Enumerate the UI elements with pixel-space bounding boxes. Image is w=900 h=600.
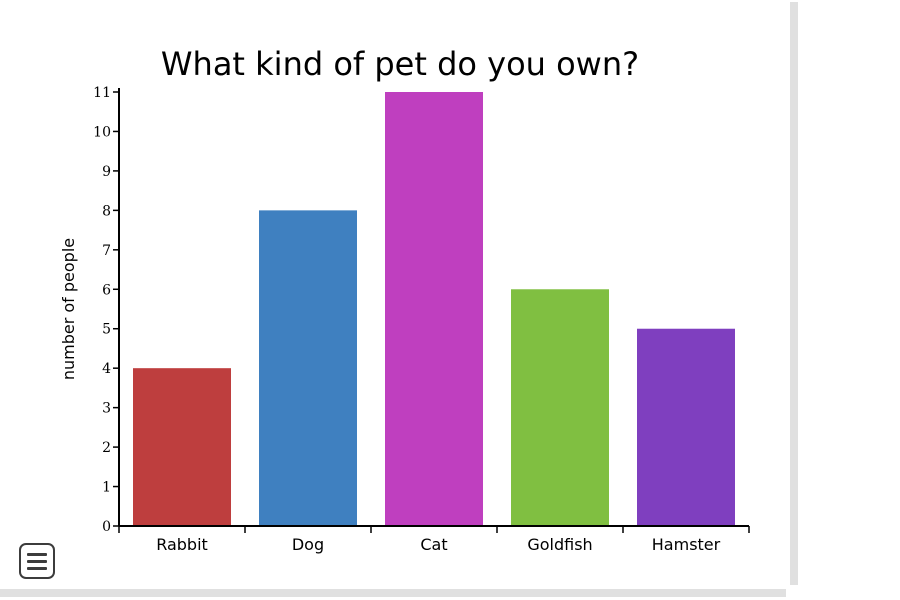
y-tick-label: 7 (102, 243, 111, 259)
x-tick-label: Hamster (652, 535, 721, 554)
y-tick-label: 11 (93, 85, 111, 101)
bar-rabbit (133, 368, 231, 526)
bar-dog (259, 210, 357, 526)
bar-hamster (637, 328, 735, 526)
y-tick-label: 5 (102, 322, 111, 338)
y-tick-label: 0 (102, 519, 111, 535)
bar-chart: What kind of pet do you own? number of p… (59, 45, 750, 554)
x-tick-label: Dog (292, 535, 324, 554)
y-tick-label: 1 (102, 480, 111, 496)
y-axis: 0 1 2 3 4 5 6 7 8 9 10 11 (93, 85, 120, 535)
menu-icon (27, 553, 47, 556)
bar-cat (385, 92, 483, 526)
x-axis: Rabbit Dog Cat Goldfish Hamster (118, 525, 750, 554)
y-tick-label: 6 (102, 282, 111, 298)
menu-icon (27, 560, 47, 563)
vertical-scrollbar[interactable] (790, 2, 798, 585)
y-axis-label: number of people (59, 238, 78, 380)
y-tick-label: 10 (93, 124, 111, 140)
y-tick-label: 3 (102, 401, 111, 417)
bar-goldfish (511, 289, 609, 526)
horizontal-scrollbar[interactable] (0, 589, 786, 597)
y-tick-label: 4 (102, 361, 111, 377)
y-tick-label: 8 (102, 203, 111, 219)
x-tick-label: Rabbit (156, 535, 208, 554)
menu-button[interactable] (19, 543, 55, 579)
bars (133, 92, 735, 526)
x-tick-label: Goldfish (527, 535, 592, 554)
menu-icon (27, 567, 47, 570)
x-tick-label: Cat (420, 535, 447, 554)
y-tick-label: 2 (102, 440, 111, 456)
y-tick-label: 9 (102, 164, 111, 180)
chart-title: What kind of pet do you own? (161, 45, 639, 83)
